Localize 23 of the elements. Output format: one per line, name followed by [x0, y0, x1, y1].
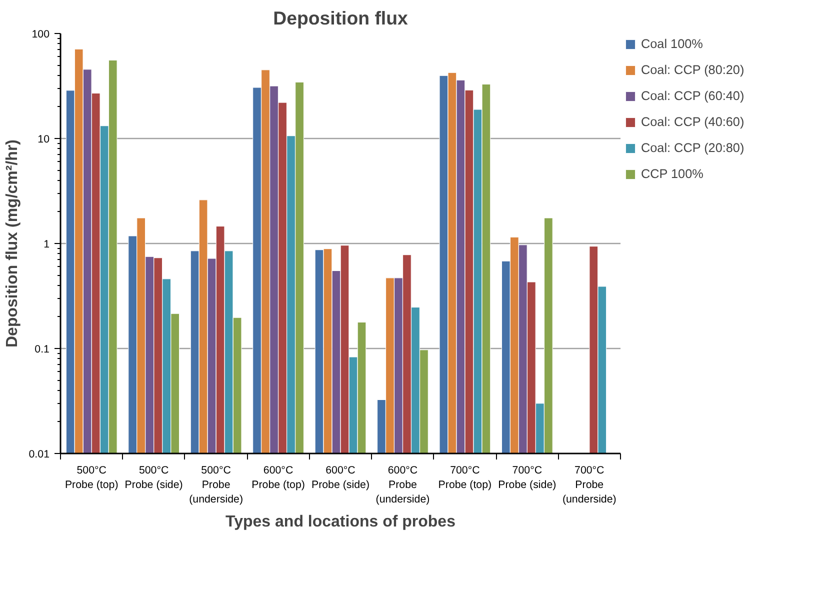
legend-label: Coal 100%: [641, 37, 703, 51]
y-tick-label: 10: [38, 134, 50, 146]
y-tick-label: 100: [32, 28, 50, 40]
x-tick-label: 600°C Probe (underside): [376, 464, 430, 506]
y-axis-title: Deposition flux (mg/cm²/hr): [4, 140, 21, 348]
x-tick-label: 500°C Probe (top): [64, 464, 118, 491]
legend-label: Coal: CCP (40:60): [641, 115, 744, 129]
y-tick-label: 1: [44, 238, 50, 250]
legend-label: Coal: CCP (20:80): [641, 141, 744, 155]
legend-label: Coal: CCP (80:20): [641, 63, 744, 77]
x-tick-label: 700°C Probe (top): [438, 464, 492, 491]
x-tick-label: 600°C Probe (side): [311, 464, 370, 491]
y-tick-label: 0.1: [34, 344, 50, 356]
x-tick-label: 500°C Probe (side): [124, 464, 183, 491]
legend-label: CCP 100%: [641, 167, 704, 181]
legend-label: Coal: CCP (60:40): [641, 89, 744, 103]
x-tick-label: 700°C Probe (underside): [562, 464, 616, 506]
chart-title: Deposition flux: [273, 8, 408, 28]
x-axis-title: Types and locations of probes: [226, 513, 456, 530]
x-tick-label: 600°C Probe (top): [252, 464, 305, 491]
y-tick-label: 0.01: [28, 448, 50, 460]
x-tick-label: 500°C Probe (underside): [189, 464, 244, 506]
x-tick-label: 700°C Probe (side): [498, 464, 556, 491]
